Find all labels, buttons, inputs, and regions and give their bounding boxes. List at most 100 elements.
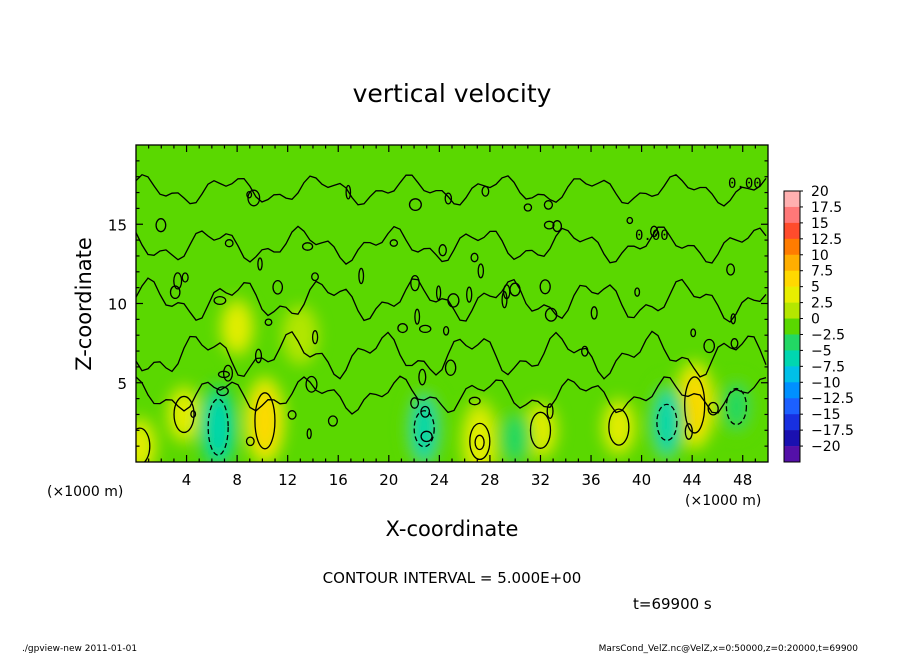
contour-line	[501, 291, 508, 309]
contour-line	[730, 338, 739, 349]
contour-lines	[136, 173, 767, 462]
chart-title: vertical velocity	[353, 79, 552, 108]
anomaly-core	[411, 396, 438, 461]
contour-line	[397, 323, 408, 334]
contour-line	[287, 410, 297, 420]
anomaly-core	[653, 390, 680, 455]
contour-line	[474, 434, 485, 451]
contour-line	[435, 285, 442, 301]
y-tick-label: 10	[108, 296, 127, 314]
colorbar-label: 17.5	[811, 200, 842, 216]
contour-line	[418, 324, 432, 334]
contour-line	[481, 185, 490, 197]
colorbar-swatch	[784, 398, 800, 415]
contour-line	[529, 411, 552, 449]
colorbar-swatch	[784, 302, 800, 319]
colorbar-label: 5	[811, 280, 820, 296]
anomaly-core	[724, 384, 749, 429]
anomaly-core	[251, 388, 278, 453]
contour-line	[358, 267, 365, 285]
contour-line	[420, 430, 433, 443]
contour-line	[444, 192, 453, 205]
contour-line	[257, 257, 263, 271]
colorbar-label: 15	[811, 216, 829, 232]
contour-line	[581, 345, 589, 357]
contour-line	[444, 359, 457, 376]
colorbar-swatch	[784, 446, 800, 463]
contour-line	[207, 398, 229, 456]
contour-line	[590, 306, 598, 320]
contour-line	[224, 239, 234, 248]
contour-line	[414, 308, 421, 325]
contour-label: 0.00	[635, 228, 669, 244]
x-axis-ticks: 4 8 12 16 20 24 28 32 36 40 44 48	[148, 145, 756, 489]
contour-line	[155, 218, 167, 233]
colorbar-label: −2.5	[811, 327, 845, 343]
colorbar-swatch	[784, 206, 800, 224]
y-tick-label: 5	[117, 375, 127, 393]
contour-line	[327, 415, 338, 427]
x-axis-label: X-coordinate	[386, 517, 519, 541]
contour-line	[543, 220, 555, 230]
contour-line	[438, 244, 447, 257]
colorbar-swatch	[784, 382, 800, 399]
contour-line	[254, 392, 276, 450]
contour-line	[311, 272, 319, 282]
colorbar-label: −15	[811, 407, 841, 423]
colorbar-swatch	[784, 366, 800, 383]
contour-line	[190, 410, 197, 419]
contour-line	[684, 423, 693, 440]
contour-line	[311, 330, 319, 345]
contour-label: 0.00	[728, 176, 762, 192]
contour-line	[544, 307, 558, 322]
contour-line	[264, 318, 273, 326]
contour-line	[470, 252, 479, 263]
y-axis-unit: (×1000 m)	[685, 493, 761, 509]
anomaly-core	[528, 408, 553, 453]
footer-right: MarsCond_VelZ.nc@VelZ,x=0:50000,z=0:2000…	[599, 644, 859, 654]
anomaly-core	[503, 416, 528, 461]
contour-line	[413, 410, 435, 448]
contour-line	[707, 401, 719, 416]
colorbar-label: 10	[811, 248, 829, 264]
colorbar-swatch	[784, 430, 800, 447]
velocity-anomalies	[136, 296, 756, 462]
contour-line	[136, 330, 767, 380]
contour-line	[626, 216, 634, 225]
contour-line	[246, 190, 253, 199]
colorbar-label: 20	[811, 184, 829, 200]
contour-line	[543, 200, 554, 210]
contour-line	[410, 274, 420, 292]
x-tick-label: 24	[430, 471, 449, 489]
contour-line	[546, 403, 554, 419]
anomaly-core	[288, 313, 313, 358]
contour-line	[684, 376, 706, 434]
contour-line	[272, 279, 284, 295]
contour-line	[345, 184, 352, 200]
x-tick-label: 4	[182, 471, 192, 489]
contour-line	[469, 422, 491, 461]
contour-line	[420, 405, 431, 418]
x-tick-label: 32	[531, 471, 550, 489]
colorbar-label: −20	[811, 439, 841, 455]
contour-line	[703, 338, 716, 354]
contour-line	[301, 242, 314, 251]
x-tick-label: 28	[480, 471, 499, 489]
colorbar: 2017.51512.5107.552.50−2.5−5−7.5−10−12.5…	[783, 184, 854, 463]
time-label: t=69900 s	[633, 595, 712, 613]
contour-line	[477, 263, 485, 279]
plot-area	[136, 145, 768, 462]
contour-line	[389, 239, 399, 247]
contour-line	[216, 386, 229, 397]
contour-line	[730, 313, 736, 325]
colorbar-label: −12.5	[811, 391, 854, 407]
anomaly-core	[172, 392, 197, 437]
y-axis-ticks: 5 10 15	[108, 160, 768, 447]
colorbar-swatch	[784, 238, 800, 256]
colorbar-swatch	[784, 270, 800, 287]
contour-line	[509, 282, 521, 297]
contour-line	[539, 279, 551, 295]
colorbar-label: −17.5	[811, 423, 854, 439]
colorbar-label: −7.5	[811, 359, 845, 375]
